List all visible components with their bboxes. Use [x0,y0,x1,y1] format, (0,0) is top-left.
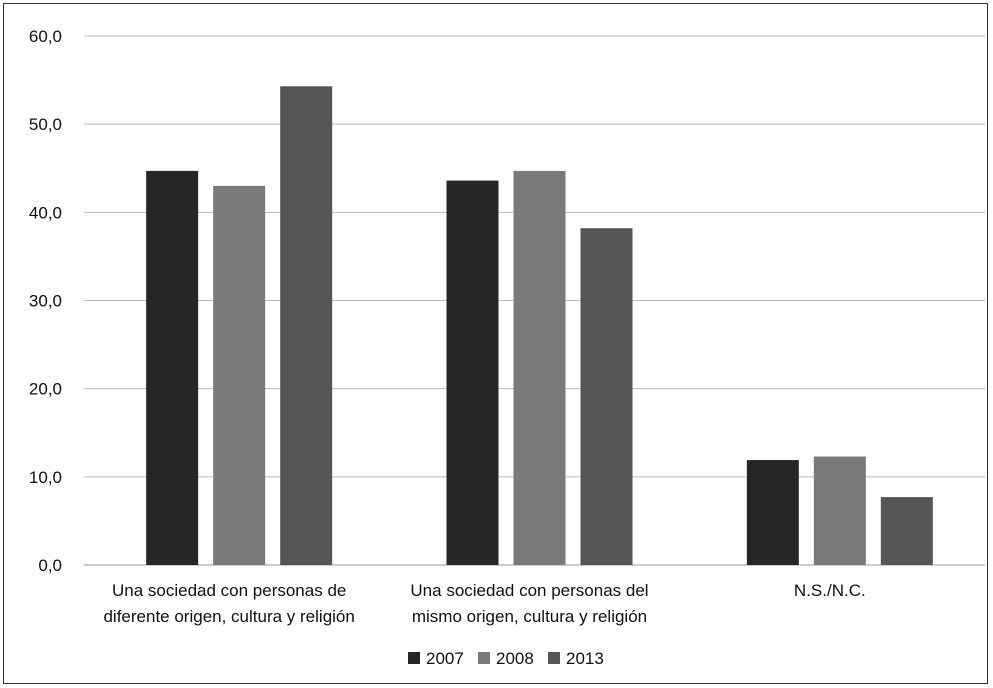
y-tick-label: 40,0 [29,203,62,222]
legend-swatch-2013 [548,652,560,664]
y-tick-label: 0,0 [38,556,62,575]
bar-2007-3 [746,460,799,565]
legend-label-2008: 2008 [496,649,534,668]
bar-2007-1 [146,170,199,565]
bar-2013-1 [280,86,333,565]
category-label: Una sociedad con personas del [410,581,648,600]
legend-swatch-2007 [408,652,420,664]
y-tick-label: 50,0 [29,115,62,134]
bar-2008-2 [513,170,566,565]
legend-label-2013: 2013 [566,649,604,668]
bar-2008-3 [813,456,866,565]
y-tick-label: 10,0 [29,468,62,487]
bar-2007-2 [446,180,499,566]
y-tick-label: 30,0 [29,292,62,311]
bar-2013-3 [880,497,933,565]
legend-label-2007: 2007 [426,649,464,668]
bar-2013-2 [580,228,633,565]
y-tick-label: 20,0 [29,380,62,399]
legend-swatch-2008 [478,652,490,664]
category-label: N.S./N.C. [794,581,866,600]
y-tick-label: 60,0 [29,27,62,46]
category-label: Una sociedad con personas de [112,581,346,600]
bar-2008-1 [213,185,266,565]
category-label: mismo origen, cultura y religión [412,607,647,626]
category-label: diferente origen, cultura y religión [103,607,354,626]
